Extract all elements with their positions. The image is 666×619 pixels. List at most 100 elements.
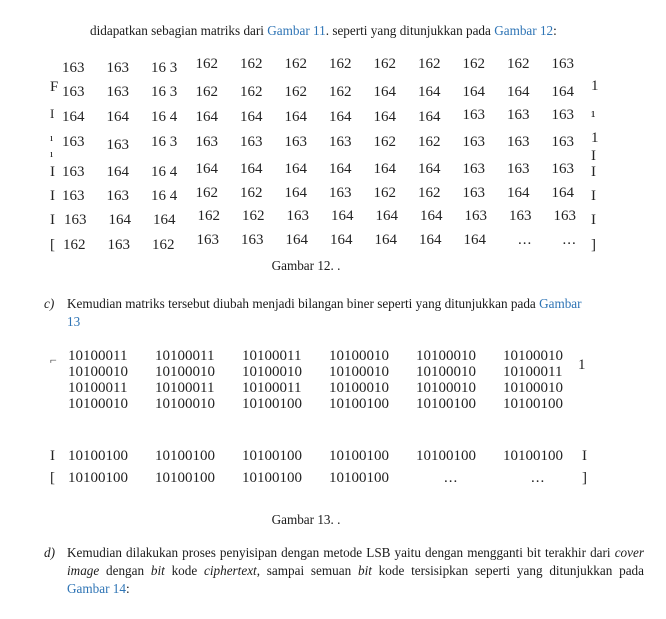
matrix-cell: 162 xyxy=(329,84,352,100)
figure-link[interactable]: 13 xyxy=(67,314,81,329)
matrix-cells: 10100010 10100010 10100010 10100010 10100010… xyxy=(68,364,590,381)
matrix-cell: 163 xyxy=(196,232,220,248)
figure-link[interactable]: Gambar 12 xyxy=(494,23,554,39)
matrix-cell: 16 3 xyxy=(151,134,178,150)
matrix-cell: 163 xyxy=(106,188,130,204)
text-segment: , sampai semuan xyxy=(256,563,358,578)
bracket-fragment: I xyxy=(50,106,55,121)
list-marker-d: d) xyxy=(44,545,55,560)
item-c-line1: Kemudian matriks tersebut diubah menjadi… xyxy=(67,296,582,311)
matrix-cells: 163 163 16 3 163 163 163 163 162 162 163 163 163 xyxy=(62,134,596,153)
bracket-fragment: I xyxy=(591,164,596,180)
matrix-cells: 163 164 164 162 162 163 164 164 164 163 163 163 xyxy=(64,208,598,229)
matrix-cell: 163 xyxy=(62,164,85,180)
matrix-cell: 10100010 xyxy=(155,364,215,380)
bracket-fragment: 1 xyxy=(591,130,599,146)
matrix-cell: 163 xyxy=(107,237,131,253)
matrix-cell: 10100010 xyxy=(329,348,389,364)
matrix-cell: 162 xyxy=(329,56,352,72)
matrix-cell: 163 xyxy=(62,188,85,204)
matrix-cell: 162 xyxy=(63,237,86,253)
matrix-cell: 16 4 xyxy=(151,188,178,204)
matrix-cell: 10100100 xyxy=(68,448,128,464)
matrix-cell: 164 xyxy=(373,161,397,177)
figure-link[interactable]: Gambar 11 xyxy=(267,23,326,39)
matrix-cell: 164 xyxy=(507,84,530,100)
matrix-cell: 163 xyxy=(462,107,486,123)
bracket-fragment: I xyxy=(50,188,55,204)
matrix-cell: 164 xyxy=(284,109,308,125)
matrix-cells: 163 164 16 4 164 164 164 164 164 164 163 163 163 xyxy=(62,161,596,181)
matrix-cells: 10100011 10100011 10100011 10100010 10100010… xyxy=(68,348,590,365)
matrix-cell: 163 xyxy=(329,185,352,201)
matrix-cell: 163 xyxy=(551,56,575,72)
matrix-cell: 164 xyxy=(284,161,308,177)
matrix-cell: 162 xyxy=(152,237,175,253)
matrix-cell: 164 xyxy=(507,185,530,201)
matrix-cell: 162 xyxy=(197,208,221,224)
matrix-cell: 10100100 xyxy=(416,448,476,464)
figure-link[interactable]: Gambar 14 xyxy=(67,581,126,596)
matrix-cell: 164 xyxy=(375,208,399,224)
bracket-fragment: I xyxy=(591,212,596,228)
bracket-fragment: ⌐ xyxy=(50,353,57,367)
matrix-cell: ... xyxy=(444,470,459,486)
matrix-cell: 10100100 xyxy=(68,470,128,486)
matrix-cell: 10100011 xyxy=(155,380,215,396)
matrix-cell: 10100011 xyxy=(242,380,302,396)
matrix-cell: 162 xyxy=(418,134,441,150)
list-item-c-text: Kemudian matriks tersebut diubah menjadi… xyxy=(67,295,644,331)
text-segment: kode tersisipkan seperti yang ditunjukka… xyxy=(371,563,645,578)
bracket-fragment: I xyxy=(591,188,596,204)
matrix-cell: 163 xyxy=(62,134,85,150)
matrix-cell: 164 xyxy=(240,109,263,125)
matrix-cell: 10100011 xyxy=(242,348,302,364)
matrix-cell: 163 xyxy=(64,212,87,228)
matrix-cell: 164 xyxy=(62,109,85,125)
matrix-cell: 163 xyxy=(551,161,575,177)
matrix-cell: 164 xyxy=(551,84,575,100)
matrix-cell: 10100010 xyxy=(503,348,563,364)
matrix-cell: 164 xyxy=(106,164,130,180)
matrix-cells: 10100100 10100100 10100100 10100100 10100100… xyxy=(68,448,590,465)
text-segment: : xyxy=(553,23,557,39)
matrix-cell: 162 xyxy=(195,56,219,72)
matrix-cell: 163 xyxy=(284,134,308,150)
matrix-cell: 164 xyxy=(106,109,130,125)
bracket-fragment: [ xyxy=(50,237,55,253)
text-segment: dengan xyxy=(99,563,151,578)
matrix-cell: 10100100 xyxy=(242,470,302,486)
matrix-cell: 163 xyxy=(507,134,530,150)
bracket-fragment: F xyxy=(50,79,59,95)
matrix-cell: 16 3 xyxy=(151,84,178,100)
matrix-cell: ... xyxy=(518,232,533,248)
matrix-cell: 163 xyxy=(286,208,310,224)
matrix-cell: 164 xyxy=(329,109,352,125)
matrix-cell: 10100010 xyxy=(155,396,215,412)
matrix-cell: 10100100 xyxy=(242,396,302,412)
matrix-cell: 10100010 xyxy=(68,396,128,412)
matrix-cell: 163 xyxy=(106,60,130,76)
matrix-cell: 162 xyxy=(373,56,397,72)
matrix-cell: 162 xyxy=(418,185,441,201)
matrix-cell: 163 xyxy=(462,161,486,177)
matrix-cell: 10100100 xyxy=(416,396,476,412)
bracket-fragment: ı xyxy=(50,132,54,144)
matrix-cell: ... xyxy=(531,470,546,486)
matrix-cell: 163 xyxy=(509,208,532,224)
matrix-cell: 10100100 xyxy=(329,396,389,412)
bracket-fragment: ] xyxy=(582,470,587,486)
matrix-cell: 162 xyxy=(373,185,397,201)
matrix-cell: 10100010 xyxy=(416,380,476,396)
matrix-cell: 10100011 xyxy=(155,348,215,364)
matrix-cell: 164 xyxy=(285,232,309,248)
matrix-cell: 163 xyxy=(106,137,130,153)
text-segment: ciphertext xyxy=(203,563,257,578)
matrix-cell: 10100100 xyxy=(242,448,302,464)
text-segment: . seperti yang ditunjukkan pada xyxy=(325,23,495,39)
figure-link[interactable]: Gambar xyxy=(539,296,582,311)
matrix-cell: 162 xyxy=(242,208,265,224)
matrix-cell: 162 xyxy=(284,84,308,100)
matrix-cell: 162 xyxy=(418,56,441,72)
figure12-matrix: 163 163 16 3 162 162 162 162 162 162 162 162 163 F … xyxy=(50,55,650,255)
